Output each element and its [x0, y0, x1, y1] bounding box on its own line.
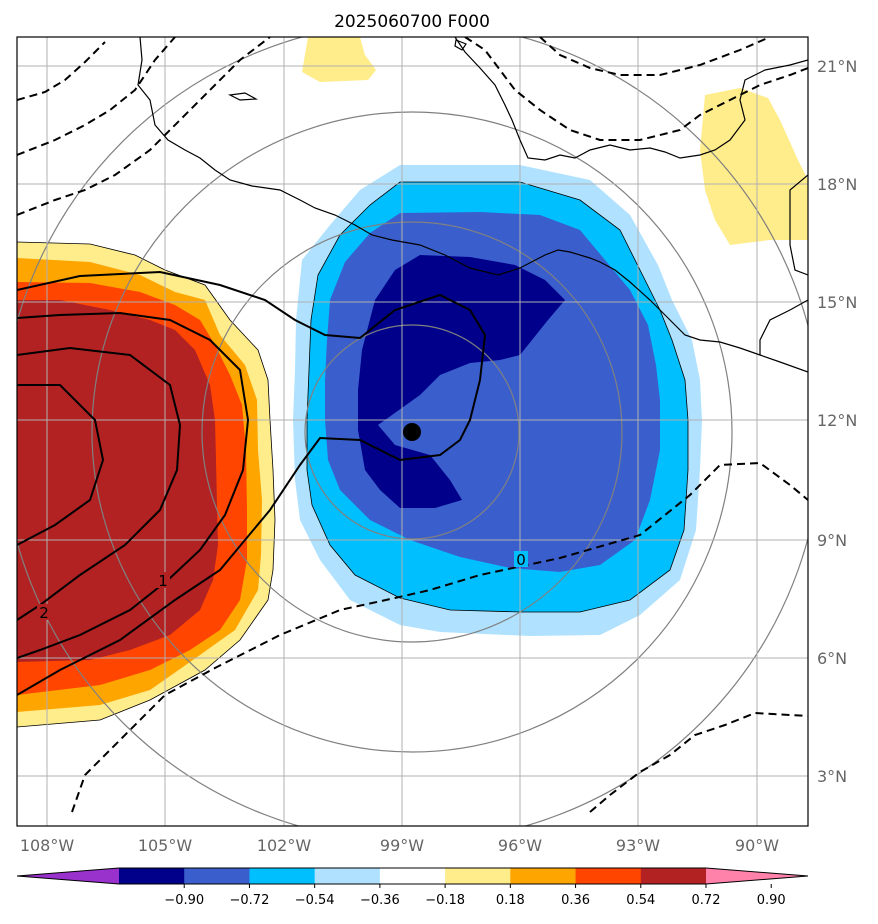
colorbar-segment [184, 868, 250, 884]
colorbar-tick-label: −0.90 [164, 893, 204, 908]
contour-label-1: 1 [158, 572, 168, 590]
negative-anomaly-fill [293, 165, 702, 636]
lat-tick-labels: 21°N 18°N 15°N 12°N 9°N 6°N 3°N [817, 57, 857, 786]
colorbar-tick-label: 0.72 [692, 893, 721, 908]
colorbar-segment [445, 868, 511, 884]
graticule [17, 37, 808, 826]
lon-tick: 99°W [380, 836, 424, 855]
colorbar-segment [640, 868, 707, 884]
storm-center-marker [403, 423, 421, 441]
lat-tick: 21°N [817, 57, 857, 76]
positive-anomaly-north [302, 37, 376, 82]
positive-anomaly-fill [17, 242, 275, 727]
colorbar-segment [379, 868, 446, 884]
coastlines [137, 37, 808, 373]
colorbar-segment [249, 868, 316, 884]
lon-tick: 105°W [138, 836, 193, 855]
map-area: 0 1 2 [17, 37, 808, 826]
colorbar-extend-high [706, 868, 808, 884]
colorbar-tick-label: 0.90 [757, 893, 786, 908]
lon-tick-labels: 108°W 105°W 102°W 99°W 96°W 93°W 90°W [20, 836, 779, 855]
colorbar-tick-label: −0.36 [360, 893, 400, 908]
lon-tick: 102°W [257, 836, 312, 855]
lat-tick: 6°N [817, 649, 847, 668]
map-title: 2025060700 F000 [334, 12, 490, 32]
lat-tick: 3°N [817, 767, 847, 786]
colorbar-segment [510, 868, 577, 884]
filled-contour-outlines [17, 181, 689, 728]
colorbar-tick-label: 0.18 [496, 893, 525, 908]
lat-tick: 12°N [817, 411, 857, 430]
dashed-contours [17, 37, 808, 813]
contour-label-0: 0 [516, 551, 526, 569]
contour-label-2: 2 [39, 604, 49, 622]
lon-tick: 108°W [20, 836, 75, 855]
colorbar: −0.90 −0.72 −0.54 −0.36 −0.18 0.18 0.36 0.54 0.7… [16, 867, 809, 908]
solid-contours [17, 270, 487, 696]
colorbar-tick-label: −0.18 [425, 893, 465, 908]
colorbar-segment [314, 868, 381, 884]
map-frame [16, 36, 809, 827]
contour-labels: 0 1 2 [37, 551, 528, 622]
distance-rings [17, 37, 808, 826]
lon-tick: 90°W [735, 836, 779, 855]
colorbar-segment [575, 868, 642, 884]
colorbar-outline [16, 867, 809, 885]
colorbar-segment [119, 868, 185, 884]
colorbar-tick-label: 0.54 [626, 893, 655, 908]
colorbar-tick-label: −0.72 [230, 893, 270, 908]
colorbar-extend-low [17, 868, 119, 884]
lat-tick: 15°N [817, 293, 857, 312]
lat-tick: 18°N [817, 175, 857, 194]
colorbar-tick-label: −0.54 [295, 893, 335, 908]
lon-tick: 93°W [616, 836, 660, 855]
lon-tick: 96°W [498, 836, 542, 855]
colorbar-tick-label: 0.36 [561, 893, 590, 908]
lat-tick: 9°N [817, 531, 847, 550]
positive-anomaly-gulf [700, 88, 808, 245]
